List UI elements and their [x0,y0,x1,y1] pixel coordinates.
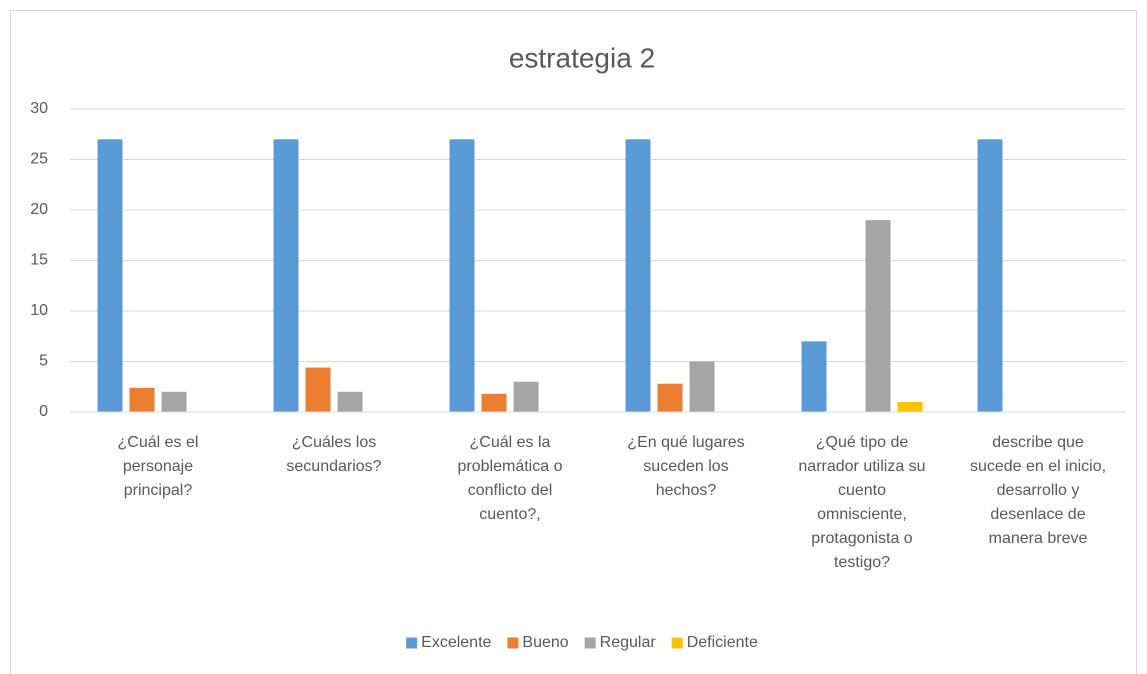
x-tick-label: ¿En qué lugares suceden los hechos? [627,434,744,499]
legend-item: Deficiente [671,634,758,651]
y-tick-label: 5 [39,353,48,370]
y-tick-label: 10 [30,302,48,319]
bar [657,383,683,412]
x-tick-label: ¿Cuál es la problemática o conflicto del cu… [458,434,563,523]
chart-border [10,10,1137,674]
x-tick-label: ¿Cuál es el personaje principal? [118,434,199,499]
bar [801,341,827,412]
bar [337,391,363,412]
bar [625,139,651,413]
legend-label: Excelente [421,634,491,651]
bar [161,391,187,412]
bar [449,139,475,413]
x-tick-label: describe que sucede en el inicio, desarrol… [970,434,1106,547]
bar [273,139,299,413]
legend-item: Regular [584,634,657,651]
x-tick-label: ¿Cuáles los secundarios? [286,434,381,475]
y-tick-label: 25 [30,151,48,168]
y-tick-label: 30 [30,100,48,117]
legend-label: Regular [600,634,657,651]
legend-label: Deficiente [687,634,758,651]
bar [977,139,1003,413]
bar [305,367,331,412]
bar [481,393,507,412]
y-tick-label: 0 [39,403,48,420]
legend-item: Excelente [406,634,492,651]
bar [129,387,155,412]
bar [865,220,891,412]
y-tick-label: 20 [30,201,48,218]
y-tick-label: 15 [30,252,48,269]
x-tick-label: ¿Qué tipo de narrador utiliza su cuento omn… [798,434,925,571]
legend-label: Bueno [522,634,568,651]
bar [513,381,539,412]
chart-title: estrategia 2 [509,42,655,73]
bar [97,139,123,413]
legend-swatch [671,637,683,649]
legend-item: Bueno [507,634,569,651]
bar [897,401,923,412]
legend-swatch [507,637,519,649]
legend-swatch [584,637,596,649]
bar [689,361,715,412]
legend-swatch [406,637,418,649]
